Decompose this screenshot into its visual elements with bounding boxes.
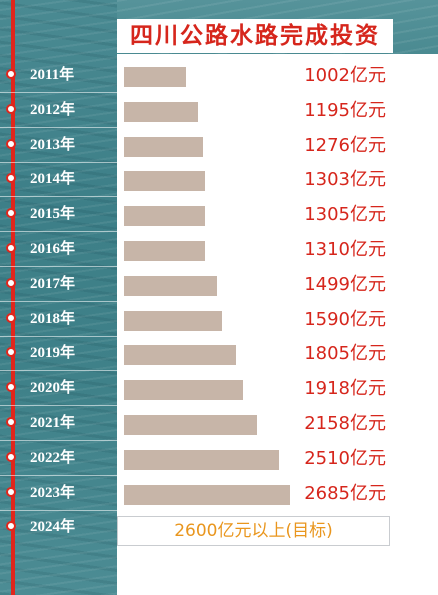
value-bar	[124, 415, 257, 435]
value-label: 1303亿元	[304, 169, 386, 191]
row-divider	[0, 266, 390, 267]
value-bar	[124, 67, 186, 87]
row-divider	[0, 300, 390, 302]
value-bar	[124, 449, 279, 470]
value-bar	[124, 310, 222, 331]
value-bar	[124, 241, 205, 261]
timeline-dot	[6, 486, 16, 497]
chart-row: 2013年 1276亿元	[0, 128, 438, 163]
timeline-dot	[6, 521, 16, 532]
timeline-dot	[6, 277, 16, 288]
chart-row: 2014年 1303亿元	[0, 162, 438, 198]
value-bar	[124, 206, 205, 227]
value-label: 2158亿元	[304, 413, 386, 434]
chart-row: 2023年 2685亿元	[0, 476, 438, 511]
row-divider	[0, 231, 390, 233]
value-bar	[124, 484, 290, 505]
value-bar	[124, 136, 203, 157]
year-label: 2024年	[30, 519, 76, 536]
chart-row: 2024年	[0, 510, 438, 545]
value-label: 1805亿元	[304, 343, 386, 365]
target-box	[117, 516, 390, 546]
value-label: 1276亿元	[304, 134, 386, 156]
row-divider	[0, 405, 390, 407]
timeline-dot	[6, 347, 16, 358]
value-label: 1310亿元	[304, 239, 386, 260]
row-divider	[0, 196, 390, 198]
year-label: 2021年	[30, 415, 76, 431]
year-label: 2015年	[30, 206, 76, 223]
value-bar	[124, 380, 243, 401]
title-band	[117, 19, 393, 53]
year-label: 2013年	[30, 136, 76, 153]
chart-row: 2012年 1195亿元	[0, 93, 438, 128]
value-label: 1499亿元	[304, 273, 386, 295]
chart-row: 2022年 2510亿元	[0, 441, 438, 476]
timeline-dot	[6, 208, 16, 219]
chart-row: 2019年 1805亿元	[0, 336, 438, 372]
value-bar	[124, 275, 217, 296]
chart-row: 2018年 1590亿元	[0, 302, 438, 337]
year-label: 2011年	[30, 67, 75, 83]
timeline-dot	[6, 69, 16, 79]
year-label: 2023年	[30, 484, 76, 501]
timeline-dot	[6, 312, 16, 323]
year-label: 2017年	[30, 275, 76, 292]
value-bar	[124, 101, 198, 122]
row-divider	[0, 370, 390, 372]
year-label: 2016年	[30, 241, 76, 257]
row-divider	[0, 335, 390, 337]
value-label: 1002亿元	[304, 65, 386, 86]
timeline-dot	[6, 417, 16, 427]
year-label: 2019年	[30, 345, 76, 362]
chart-row: 2020年 1918亿元	[0, 371, 438, 407]
row-divider	[0, 474, 390, 476]
target-label: 2600亿元以上(目标)	[174, 521, 333, 541]
value-label: 2685亿元	[304, 482, 386, 504]
timeline-dot	[6, 243, 16, 253]
value-bar	[124, 345, 236, 366]
year-label: 2020年	[30, 380, 76, 397]
chart-title: 四川公路水路完成投资	[130, 23, 380, 49]
value-label: 1590亿元	[304, 308, 386, 330]
value-bar	[124, 171, 205, 192]
water-background	[0, 0, 117, 595]
row-divider	[0, 126, 390, 128]
chart-row: 2017年 1499亿元	[0, 267, 438, 302]
timeline-dot	[6, 103, 16, 114]
year-label: 2012年	[30, 101, 76, 118]
row-divider	[0, 440, 390, 441]
timeline-dot	[6, 173, 16, 184]
timeline-dot	[6, 138, 16, 149]
timeline-dot	[6, 382, 16, 393]
chart-row: 2015年 1305亿元	[0, 197, 438, 233]
chart-row: 2021年 2158亿元	[0, 406, 438, 441]
row-divider	[0, 161, 390, 163]
chart-row: 2011年 1002亿元	[0, 58, 438, 93]
value-label: 2510亿元	[304, 447, 386, 469]
row-divider	[0, 92, 390, 93]
year-label: 2018年	[30, 310, 76, 327]
year-label: 2022年	[30, 449, 76, 466]
timeline-line	[11, 0, 15, 595]
timeline-dot	[6, 451, 16, 462]
row-divider	[0, 509, 390, 511]
chart-row: 2016年 1310亿元	[0, 232, 438, 267]
value-label: 1918亿元	[304, 378, 386, 400]
value-label: 1195亿元	[304, 99, 386, 121]
value-label: 1305亿元	[304, 204, 386, 226]
year-label: 2014年	[30, 171, 76, 188]
